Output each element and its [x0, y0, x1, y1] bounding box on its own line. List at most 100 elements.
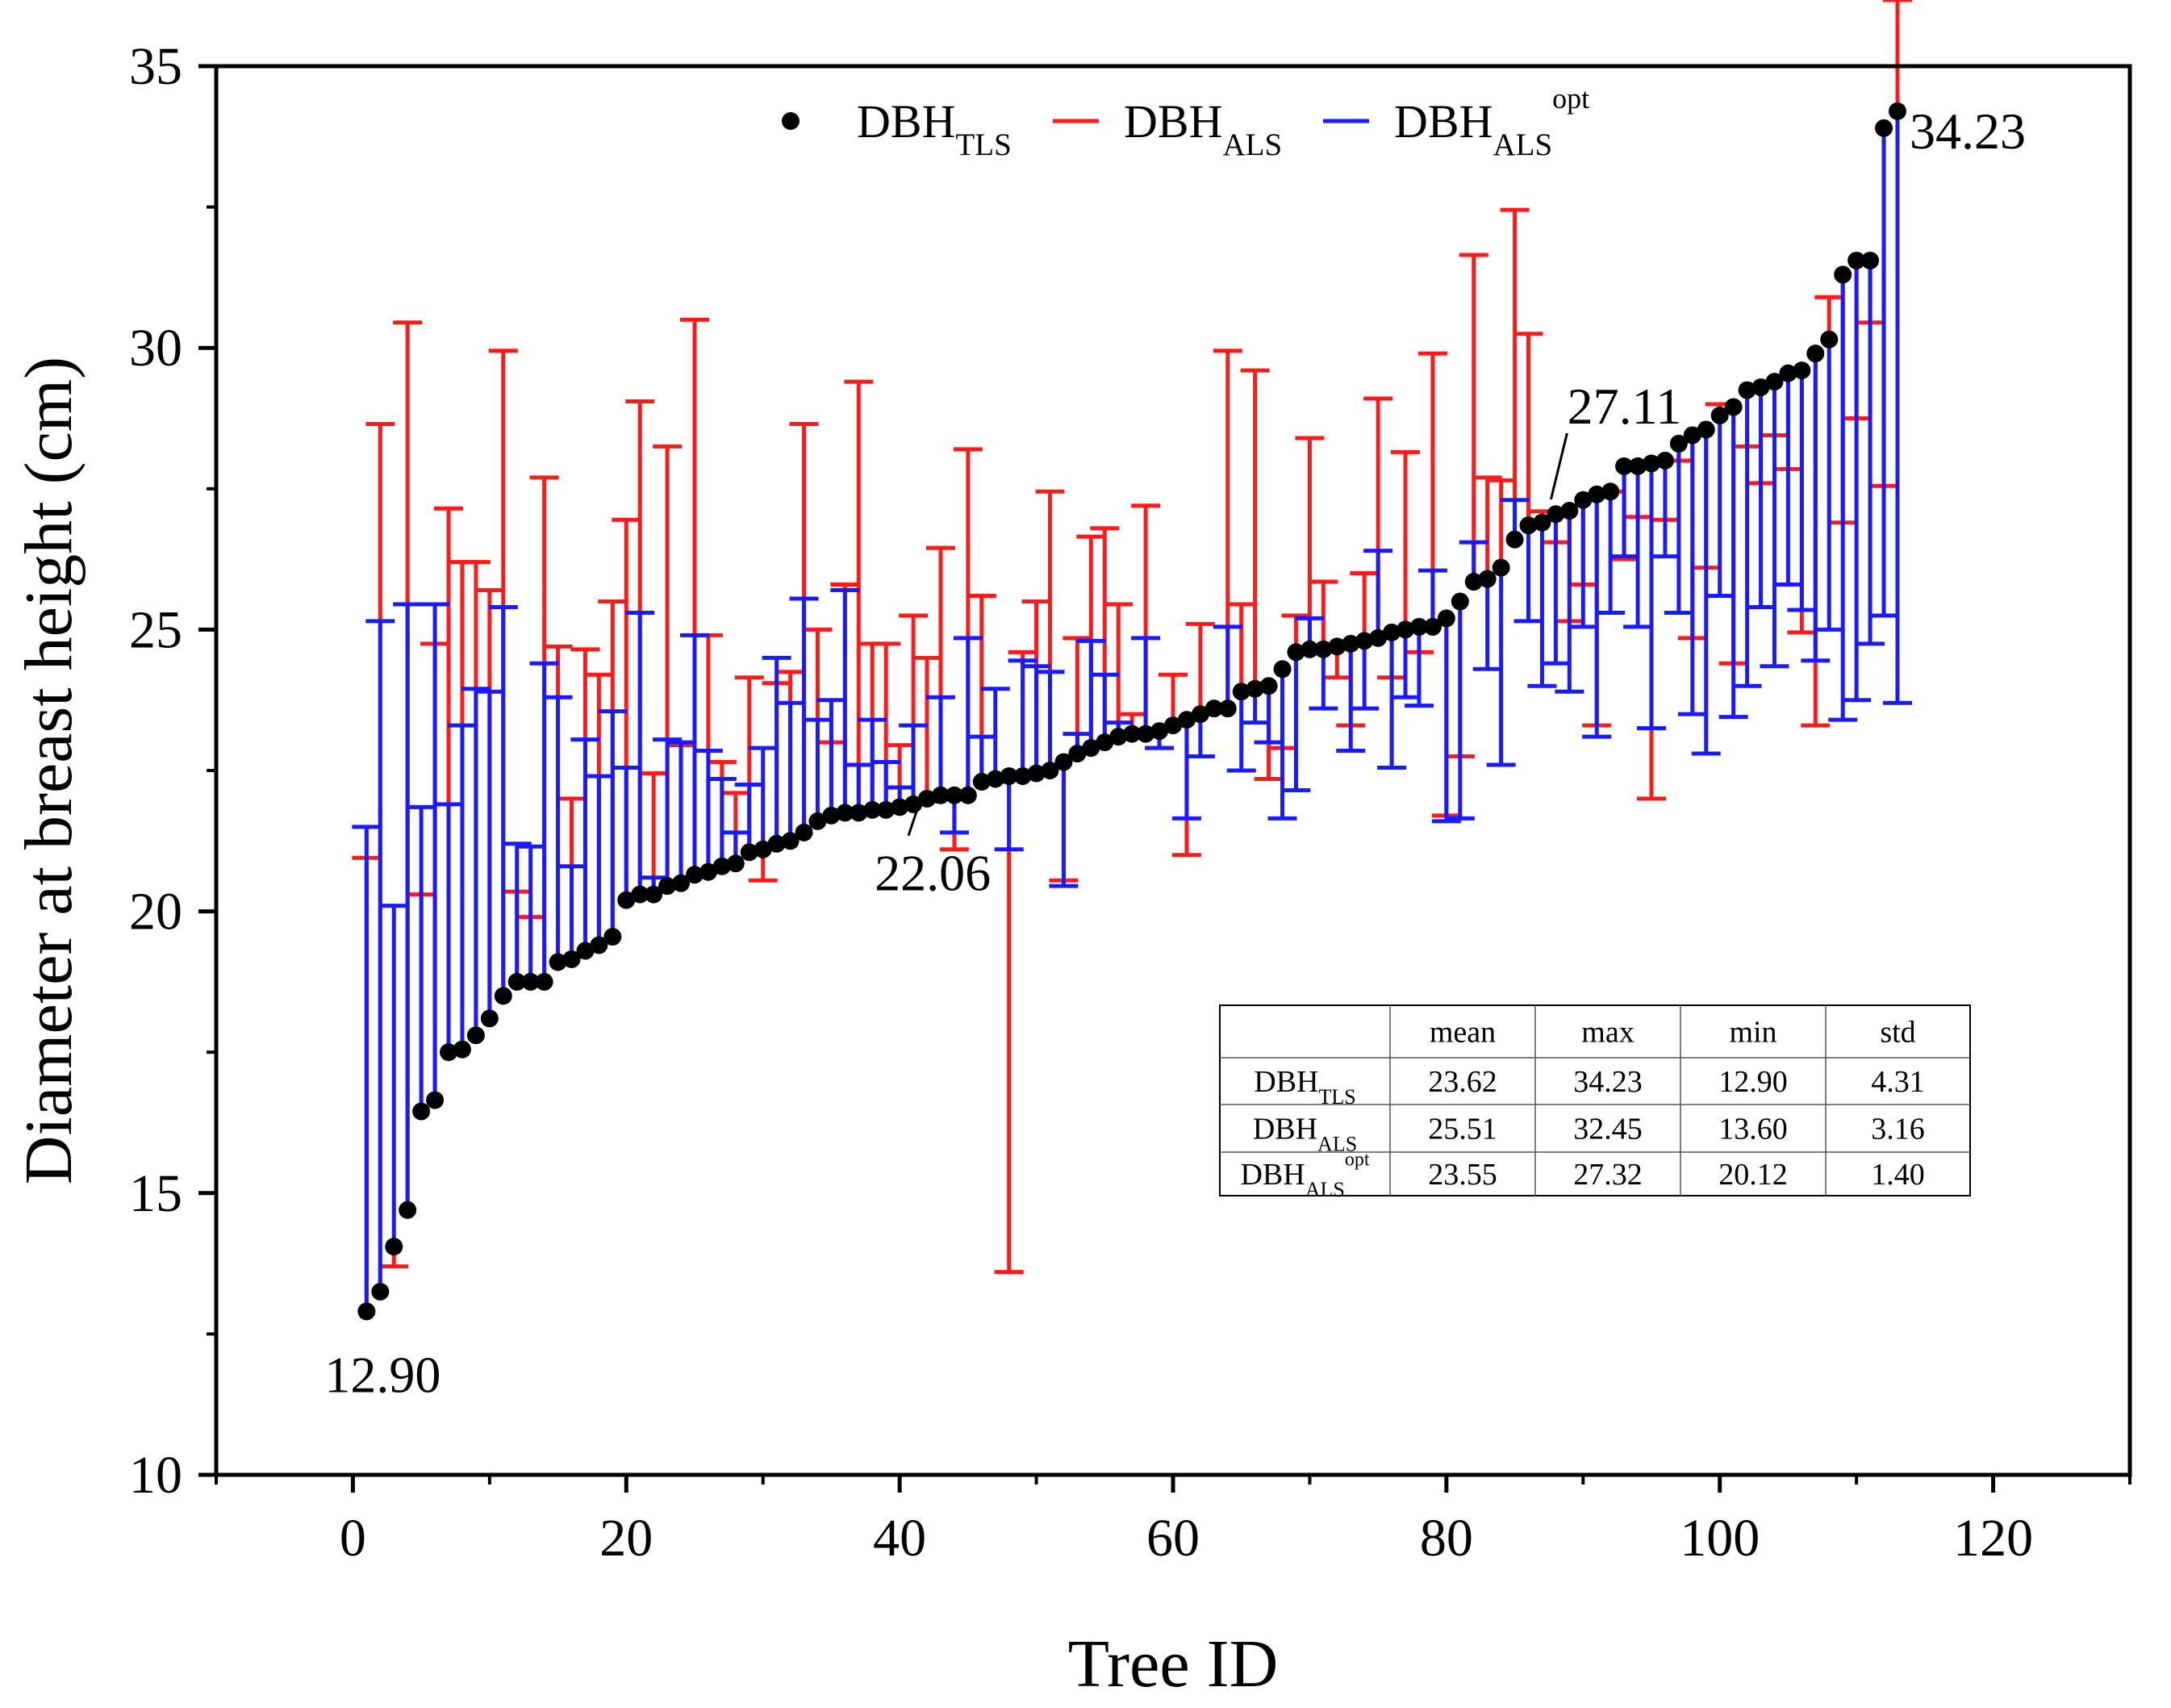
y-axis-title: Diameter at breast height (cm) — [11, 357, 86, 1184]
y-tick-label: 25 — [129, 600, 182, 659]
x-tick-label: 100 — [1680, 1509, 1760, 1568]
als-opt-error-bar — [529, 661, 559, 982]
tls-point — [1751, 378, 1770, 397]
tls-point — [740, 843, 758, 862]
tls-point — [1355, 632, 1374, 650]
als-opt-error-bar — [570, 737, 600, 951]
als-opt-error-bar — [434, 802, 464, 1053]
tls-point — [1519, 516, 1538, 535]
legend: DBHTLS DBHALS DBHALSopt — [782, 82, 1589, 162]
als-error-bar — [1486, 478, 1516, 568]
als-error-bar — [1350, 571, 1380, 641]
stats-table-cell: 4.31 — [1871, 1065, 1925, 1099]
tls-point — [808, 812, 827, 830]
als-opt-error-bar — [407, 804, 436, 1112]
tls-point — [1464, 573, 1483, 591]
tls-point — [1123, 725, 1142, 743]
als-opt-error-bar — [502, 841, 532, 982]
tls-point — [972, 772, 991, 791]
tls-point — [1601, 482, 1620, 501]
als-opt-error-bar — [1555, 511, 1584, 694]
tls-point — [1150, 722, 1169, 741]
tls-point — [494, 987, 512, 1005]
als-opt-error-bar — [748, 745, 778, 850]
tls-point — [1615, 457, 1634, 475]
tls-point — [1204, 699, 1223, 718]
als-opt-error-bar — [1664, 443, 1693, 615]
tls-point — [1834, 265, 1852, 284]
tls-point — [576, 942, 595, 960]
als-opt-error-bar — [1596, 491, 1626, 615]
stats-table-row-label: DBHALS — [1253, 1113, 1357, 1156]
als-opt-error-bar — [1828, 274, 1858, 722]
als-opt-error-bar — [858, 717, 887, 810]
als-opt-error-bar — [1213, 624, 1242, 709]
tls-point — [877, 800, 896, 819]
tls-point — [1820, 330, 1839, 349]
als-error-bar — [1104, 602, 1134, 737]
y-tick-label: 15 — [129, 1164, 182, 1223]
x-tick-label: 0 — [340, 1509, 366, 1568]
tls-point — [1369, 628, 1388, 647]
tls-point — [1669, 434, 1688, 453]
als-opt-error-bar — [461, 687, 491, 1036]
legend-label: DBHALSopt — [1394, 82, 1589, 161]
als-error-bar — [1295, 436, 1325, 649]
als-opt-error-bar — [899, 723, 929, 804]
x-tick-label: 60 — [1146, 1509, 1200, 1568]
als-opt-error-bar — [1171, 720, 1201, 821]
stats-table-header: min — [1729, 1016, 1776, 1050]
tls-point — [1806, 345, 1825, 363]
als-opt-error-bar — [1417, 568, 1447, 627]
tls-point — [863, 800, 882, 819]
als-opt-error-bar — [1677, 435, 1707, 716]
als-opt-error-bar — [1404, 626, 1434, 708]
tls-point — [1000, 766, 1018, 785]
tls-point — [1697, 420, 1715, 439]
als-opt-error-bar — [420, 602, 450, 1100]
als-opt-error-bar — [1363, 549, 1393, 638]
x-tick-label: 40 — [873, 1509, 926, 1568]
tls-point — [631, 885, 649, 904]
stats-table-cell: 20.12 — [1718, 1158, 1788, 1192]
tls-point — [412, 1102, 431, 1121]
als-opt-error-bar — [488, 604, 518, 996]
annotation-max: 34.23 — [1910, 102, 2026, 160]
tls-point — [1533, 513, 1551, 532]
tls-point — [1096, 733, 1114, 752]
tls-point — [1068, 745, 1087, 763]
annotation-leader — [1549, 432, 1568, 500]
tls-point — [1588, 485, 1606, 503]
tls-point — [1054, 753, 1073, 771]
tls-point — [672, 874, 691, 892]
stats-table-cell: 1.40 — [1871, 1158, 1925, 1192]
tls-point — [712, 857, 731, 875]
tls-point — [1574, 491, 1593, 509]
stats-table-header: std — [1880, 1016, 1915, 1050]
als-opt-error-bar — [734, 782, 764, 853]
als-opt-error-bar — [1391, 629, 1421, 699]
als-error-bar — [1882, 0, 1912, 111]
tls-point — [1875, 119, 1893, 137]
x-tick-label: 20 — [599, 1509, 653, 1568]
als-opt-error-bar — [1691, 429, 1721, 756]
tls-point — [1629, 457, 1647, 475]
tls-point — [1560, 502, 1579, 520]
als-opt-error-bar — [1350, 641, 1380, 711]
tls-point — [1888, 102, 1906, 120]
als-error-bar — [994, 775, 1024, 1275]
tls-point — [590, 936, 608, 954]
tls-point — [507, 972, 526, 991]
y-tick-label: 35 — [129, 37, 182, 96]
tls-point — [1164, 716, 1182, 735]
tls-point — [1383, 623, 1401, 641]
annotation-value: 22.06 — [875, 845, 991, 902]
tls-point — [1765, 373, 1784, 391]
legend-label: DBHTLS — [857, 95, 1012, 162]
tls-point — [440, 1043, 458, 1062]
tls-point — [1847, 251, 1866, 269]
als-opt-error-bar — [1513, 525, 1543, 624]
als-opt-error-bar — [379, 904, 409, 1247]
tls-point — [1710, 407, 1729, 425]
